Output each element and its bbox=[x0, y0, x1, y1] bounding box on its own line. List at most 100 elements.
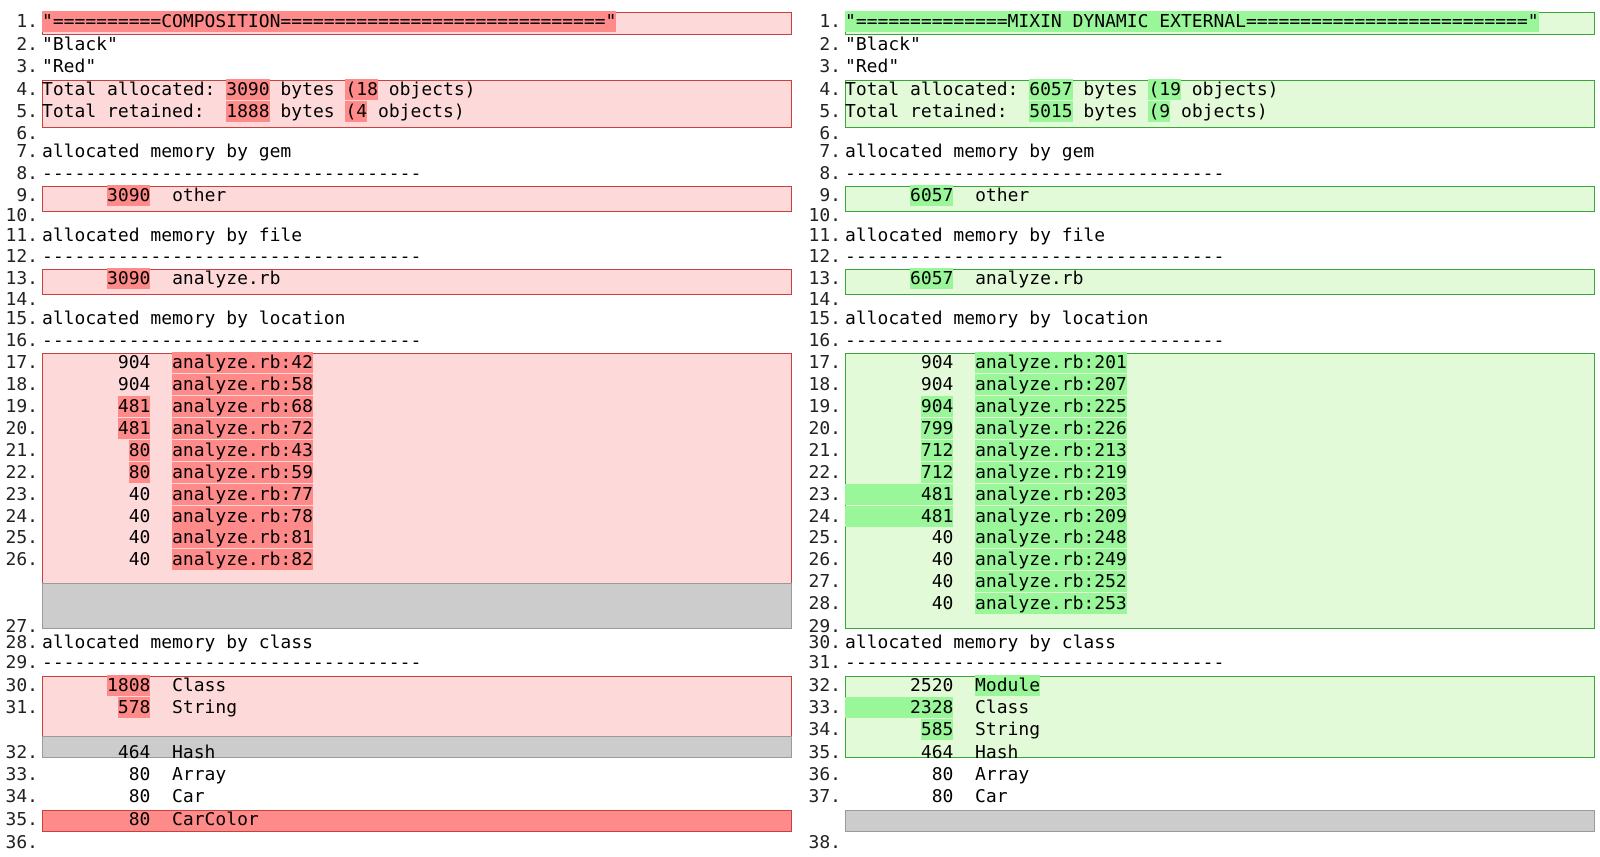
line-text: allocated memory by location bbox=[845, 308, 1149, 329]
changed-text: 2328 bbox=[845, 697, 954, 718]
changed-text: analyze.rb:201 bbox=[975, 352, 1127, 373]
line-text: 464 Hash bbox=[42, 742, 216, 763]
line-number: 6. bbox=[819, 123, 841, 144]
line-text: 904 bbox=[42, 374, 173, 395]
changed-text: 3090 bbox=[226, 79, 270, 100]
code-line: ----------------------------------- bbox=[42, 246, 421, 268]
code-line: allocated memory by file bbox=[845, 225, 1105, 247]
line-number: 30. bbox=[808, 632, 841, 653]
code-line: 904 analyze.rb:225 bbox=[845, 396, 1127, 418]
line-number: 4. bbox=[819, 79, 841, 100]
changed-text: 6057 bbox=[1029, 79, 1073, 100]
changed-text: 5015 bbox=[1029, 101, 1073, 122]
line-text: objects) bbox=[367, 101, 465, 122]
changed-text: 481 bbox=[117, 396, 151, 417]
line-text: 80 Array bbox=[845, 764, 1030, 785]
code-line: 40 analyze.rb:252 bbox=[845, 571, 1127, 593]
line-text: allocated memory by class bbox=[845, 632, 1116, 653]
line-number: 36. bbox=[5, 832, 38, 853]
changed-text: 6057 bbox=[910, 185, 954, 206]
changed-text: 481 bbox=[845, 506, 954, 527]
line-text: analyze.rb bbox=[150, 268, 281, 289]
line-number: 7. bbox=[819, 141, 841, 162]
line-number: 12. bbox=[5, 246, 38, 267]
line-text bbox=[150, 462, 172, 483]
line-number: 19. bbox=[5, 396, 38, 417]
line-text: allocated memory by file bbox=[845, 225, 1106, 246]
code-line: 712 analyze.rb:213 bbox=[845, 440, 1127, 462]
code-line: 40 analyze.rb:77 bbox=[42, 484, 313, 506]
line-text bbox=[845, 396, 921, 417]
code-line: 40 analyze.rb:253 bbox=[845, 593, 1127, 615]
code-line: 712 analyze.rb:219 bbox=[845, 462, 1127, 484]
line-text: allocated memory by gem bbox=[845, 141, 1095, 162]
line-number: 6. bbox=[16, 123, 38, 144]
line-number: 23. bbox=[808, 484, 841, 505]
code-line: "Red" bbox=[845, 56, 899, 78]
line-number: 29. bbox=[808, 616, 841, 637]
line-number: 9. bbox=[16, 185, 38, 206]
changed-text: 712 bbox=[920, 462, 954, 483]
changed-text: 481 bbox=[117, 418, 151, 439]
line-number: 28. bbox=[808, 593, 841, 614]
inserted-block bbox=[845, 269, 1595, 295]
line-number: 12. bbox=[808, 246, 841, 267]
line-text: 40 bbox=[42, 527, 173, 548]
line-text: 40 bbox=[42, 506, 173, 527]
line-text: 40 bbox=[42, 549, 173, 570]
diff-gap-placeholder bbox=[42, 583, 792, 629]
line-number: 31. bbox=[5, 697, 38, 718]
line-text bbox=[845, 418, 921, 439]
line-number: 18. bbox=[5, 374, 38, 395]
line-text bbox=[953, 506, 975, 527]
changed-text: analyze.rb:213 bbox=[975, 440, 1127, 461]
line-number: 25. bbox=[5, 527, 38, 548]
code-line: 464 Hash bbox=[845, 742, 1019, 764]
code-line: 904 analyze.rb:58 bbox=[42, 374, 313, 396]
code-line: 40 analyze.rb:248 bbox=[845, 527, 1127, 549]
changed-text: analyze.rb:82 bbox=[172, 549, 313, 570]
line-number: 32. bbox=[808, 675, 841, 696]
code-line: allocated memory by location bbox=[845, 308, 1148, 330]
line-text: 40 bbox=[845, 549, 976, 570]
line-text: analyze.rb bbox=[953, 268, 1084, 289]
line-text: other bbox=[150, 185, 227, 206]
changed-text: analyze.rb:78 bbox=[172, 506, 313, 527]
line-text bbox=[953, 418, 975, 439]
line-text bbox=[953, 462, 975, 483]
line-number: 3. bbox=[819, 56, 841, 77]
line-text: bytes bbox=[269, 101, 346, 122]
code-line: allocated memory by file bbox=[42, 225, 302, 247]
code-line: "Black" bbox=[42, 34, 118, 56]
line-text bbox=[845, 462, 921, 483]
code-line: ----------------------------------- bbox=[845, 163, 1224, 185]
changed-text: analyze.rb:209 bbox=[975, 506, 1127, 527]
code-line: 481 analyze.rb:203 bbox=[845, 484, 1127, 506]
line-number: 21. bbox=[808, 440, 841, 461]
line-number: 38. bbox=[808, 832, 841, 853]
code-line: 1808 Class bbox=[42, 675, 226, 697]
inserted-block bbox=[845, 186, 1595, 212]
line-number: 29. bbox=[5, 652, 38, 673]
line-number: 33. bbox=[808, 697, 841, 718]
deleted-line bbox=[42, 810, 792, 832]
line-number: 36. bbox=[808, 764, 841, 785]
line-text: 40 bbox=[845, 593, 976, 614]
code-line: allocated memory by class bbox=[42, 632, 313, 654]
line-text: 40 bbox=[845, 527, 976, 548]
right-diff-pane: 1. "==============MIXIN DYNAMIC EXTERNAL=… bbox=[803, 0, 1595, 857]
line-number: 27. bbox=[808, 571, 841, 592]
changed-text: 578 bbox=[117, 697, 151, 718]
changed-text: analyze.rb:43 bbox=[172, 440, 313, 461]
line-number: 24. bbox=[5, 506, 38, 527]
code-line: "==========COMPOSITION==================… bbox=[42, 11, 617, 33]
line-number: 15. bbox=[808, 308, 841, 329]
line-text: 464 Hash bbox=[845, 742, 1019, 763]
deleted-block bbox=[42, 269, 792, 295]
line-number: 11. bbox=[808, 225, 841, 246]
line-text bbox=[845, 719, 921, 740]
line-text: ----------------------------------- bbox=[42, 652, 422, 673]
line-number: 35. bbox=[808, 742, 841, 763]
changed-text: 6057 bbox=[910, 268, 954, 289]
line-text bbox=[42, 268, 107, 289]
